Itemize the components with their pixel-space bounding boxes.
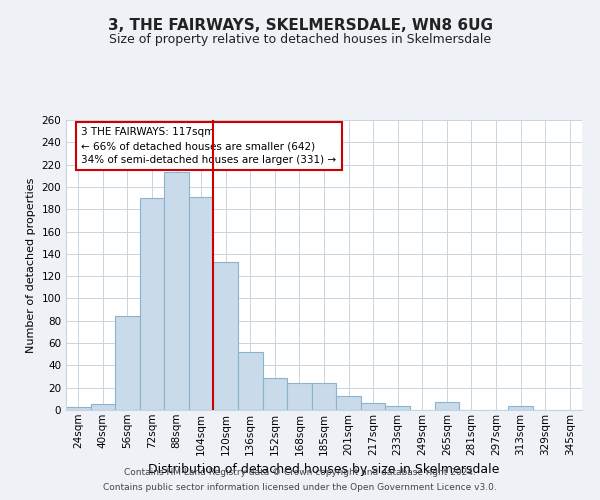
Bar: [115, 316, 140, 410]
Text: Contains HM Land Registry data © Crown copyright and database right 2024.: Contains HM Land Registry data © Crown c…: [124, 468, 476, 477]
Bar: [66, 406, 91, 410]
Bar: [164, 172, 189, 410]
Bar: [238, 352, 263, 410]
Text: 3, THE FAIRWAYS, SKELMERSDALE, WN8 6UG: 3, THE FAIRWAYS, SKELMERSDALE, WN8 6UG: [107, 18, 493, 32]
Bar: [140, 198, 164, 410]
Bar: [336, 396, 361, 410]
Bar: [385, 406, 410, 410]
Bar: [287, 383, 312, 410]
Bar: [263, 378, 287, 410]
Text: 3 THE FAIRWAYS: 117sqm
← 66% of detached houses are smaller (642)
34% of semi-de: 3 THE FAIRWAYS: 117sqm ← 66% of detached…: [82, 127, 337, 165]
Bar: [312, 383, 336, 410]
Text: Contains public sector information licensed under the Open Government Licence v3: Contains public sector information licen…: [103, 483, 497, 492]
Bar: [434, 402, 459, 410]
Y-axis label: Number of detached properties: Number of detached properties: [26, 178, 36, 352]
Bar: [189, 197, 214, 410]
Bar: [361, 404, 385, 410]
Text: Size of property relative to detached houses in Skelmersdale: Size of property relative to detached ho…: [109, 32, 491, 46]
Bar: [91, 404, 115, 410]
X-axis label: Distribution of detached houses by size in Skelmersdale: Distribution of detached houses by size …: [148, 463, 500, 476]
Bar: [508, 406, 533, 410]
Bar: [214, 262, 238, 410]
